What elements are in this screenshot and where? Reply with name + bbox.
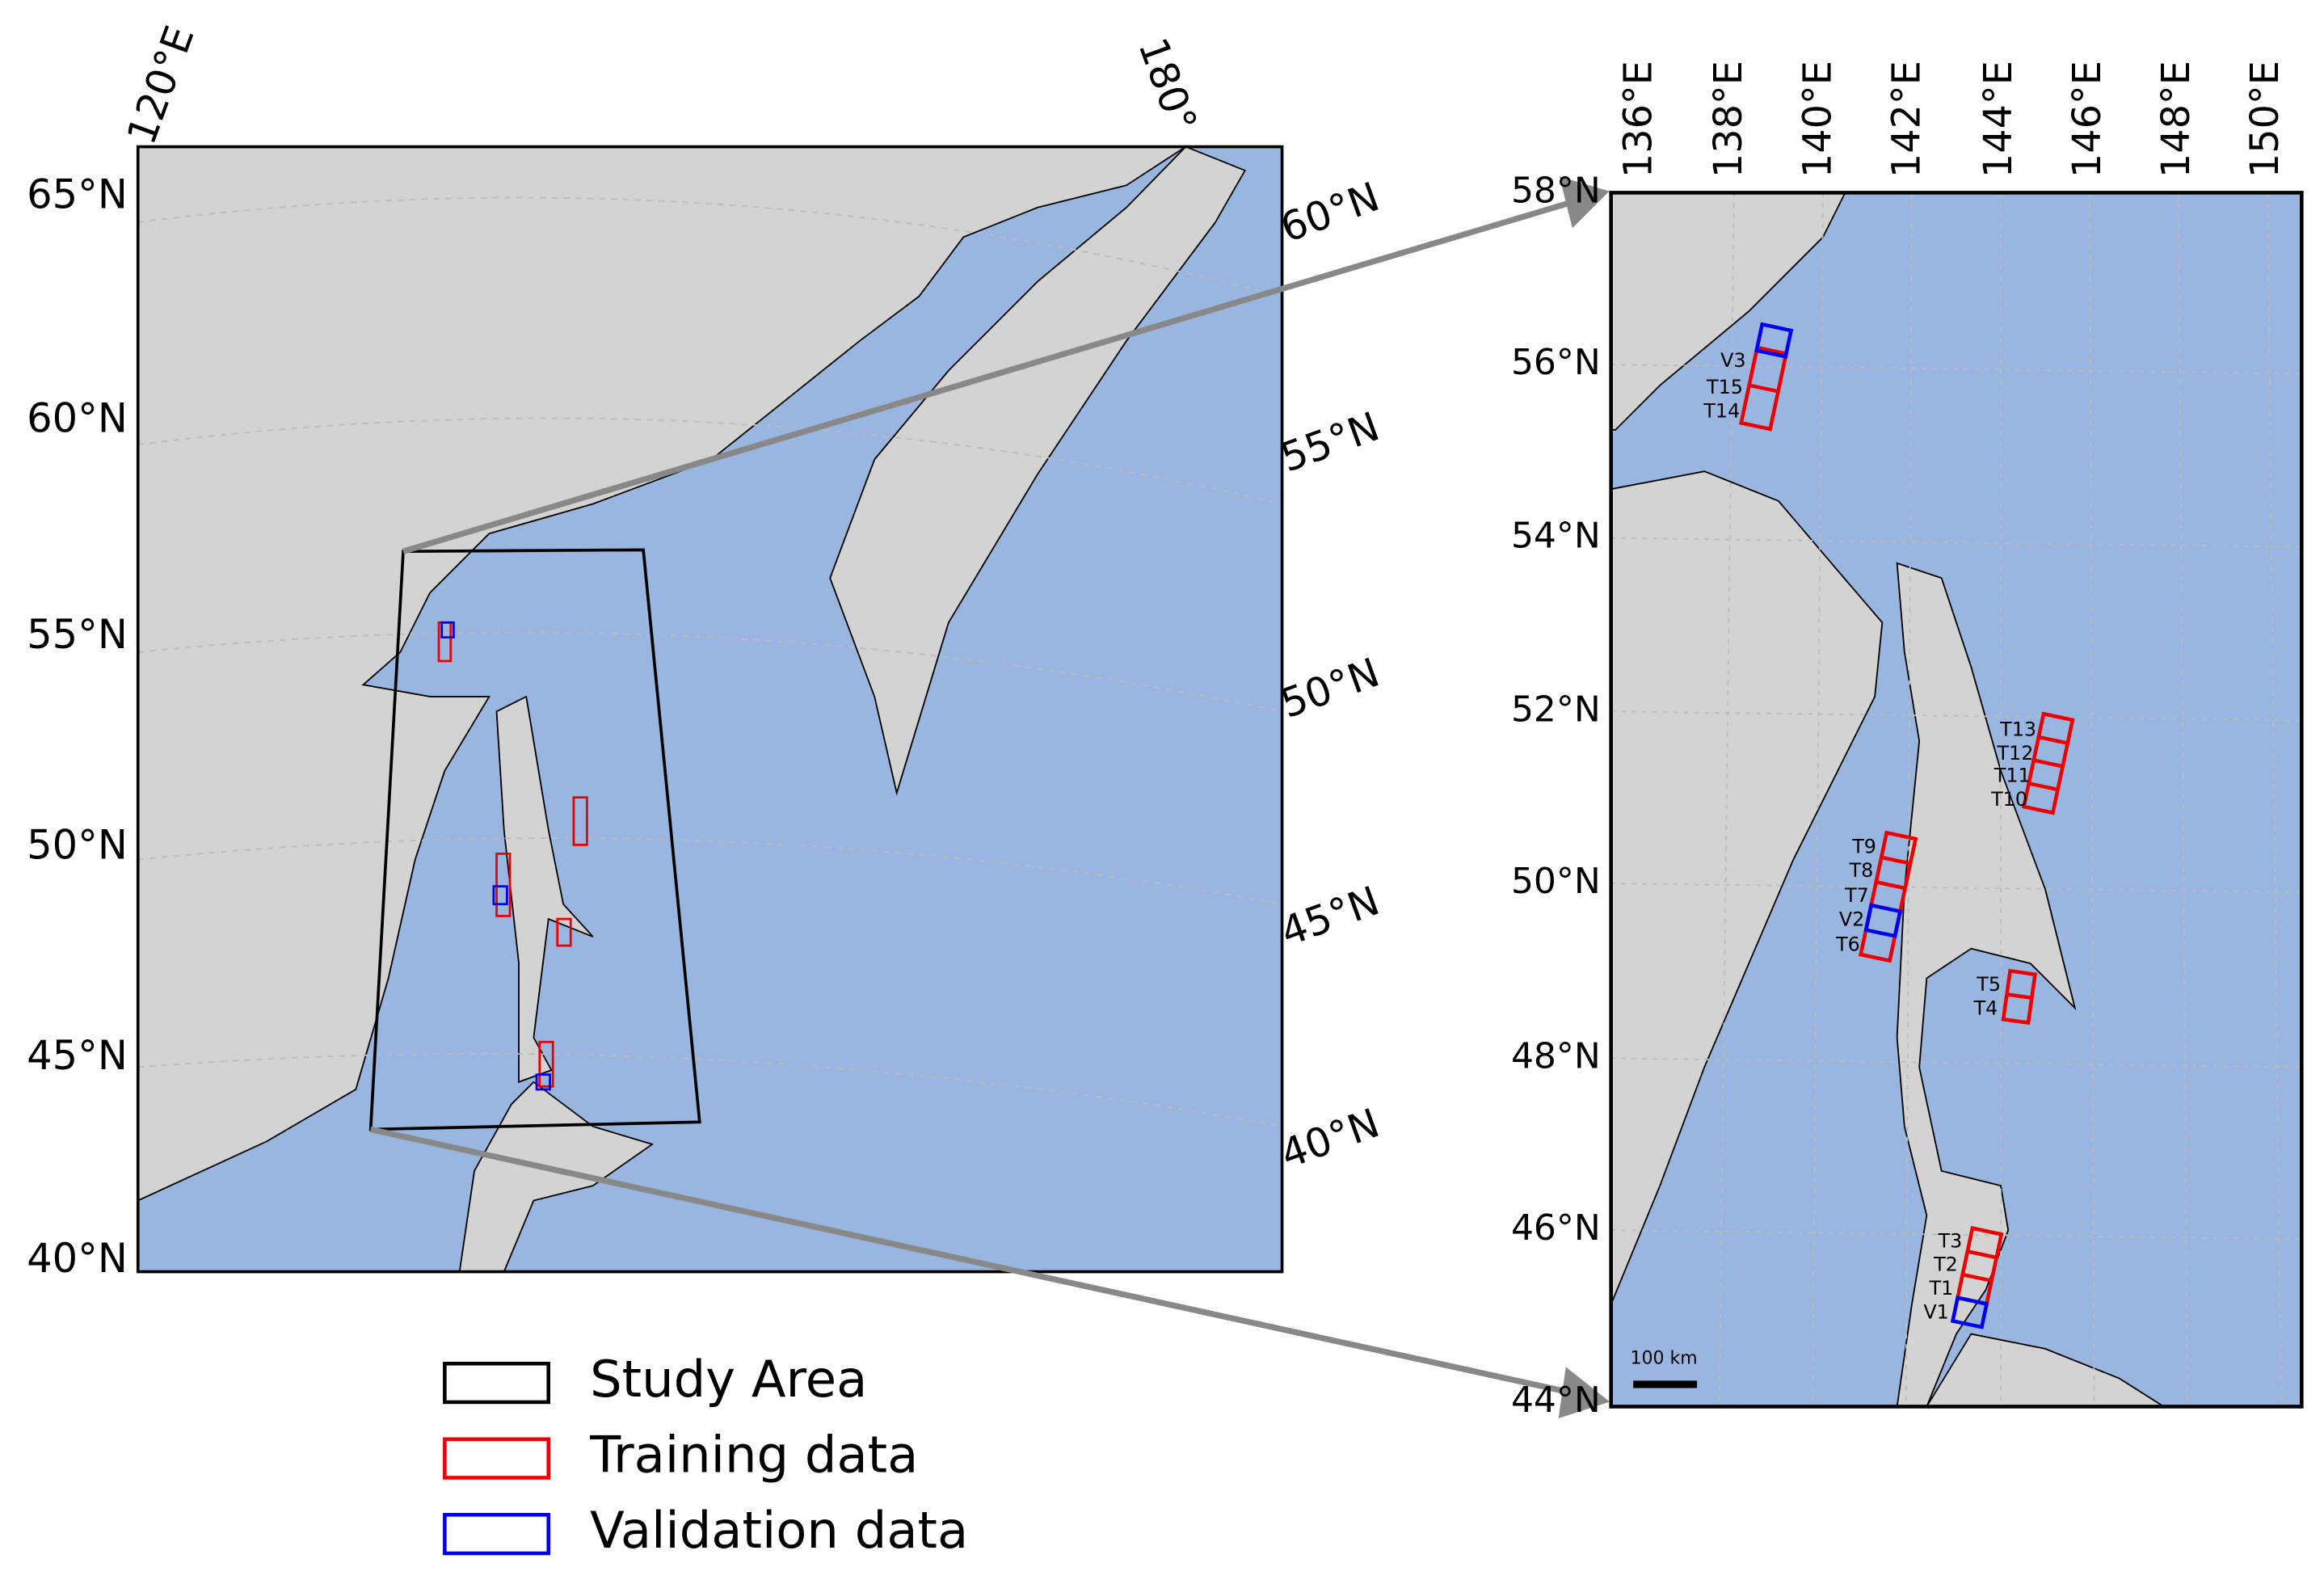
box-label: T1 bbox=[1929, 1277, 1954, 1300]
validation-box bbox=[535, 1073, 551, 1091]
lon-label: 146°E bbox=[2065, 61, 2110, 178]
validation-box bbox=[440, 621, 455, 638]
box-label: T7 bbox=[1844, 884, 1869, 907]
graticule bbox=[1610, 192, 2302, 1407]
mainland bbox=[1610, 470, 1884, 1305]
box-label: T2 bbox=[1933, 1253, 1958, 1276]
box-label: T9 bbox=[1851, 836, 1876, 858]
box-label: T14 bbox=[1703, 399, 1740, 422]
lat-label: 45°N bbox=[1274, 877, 1385, 955]
lon-label: 120°E bbox=[118, 20, 204, 150]
box-label: T8 bbox=[1849, 859, 1874, 882]
arrow bbox=[402, 198, 1575, 554]
lon-label: 144°E bbox=[1977, 61, 2021, 178]
box-label: T15 bbox=[1706, 376, 1743, 398]
lat-label: 46°N bbox=[1511, 1207, 1601, 1249]
training-box bbox=[538, 1040, 554, 1088]
validation-box bbox=[492, 885, 508, 906]
training-box bbox=[572, 796, 588, 846]
arrow bbox=[369, 1126, 1575, 1397]
lon-label: 148°E bbox=[2154, 61, 2199, 178]
study-area bbox=[368, 548, 701, 1131]
lat-label: 60°N bbox=[1274, 173, 1385, 251]
lat-label: 58°N bbox=[1511, 170, 1601, 211]
legend-label: Training data bbox=[589, 1426, 918, 1485]
detail-land bbox=[1610, 192, 2166, 1408]
box-label: T10 bbox=[1990, 788, 2027, 811]
validation-box bbox=[1950, 1296, 1989, 1329]
arrow-head bbox=[1559, 176, 1610, 229]
map-frame bbox=[1609, 191, 2304, 1409]
lon-label: 138°E bbox=[1707, 61, 1751, 178]
sakhalin bbox=[495, 695, 594, 1084]
zoom-arrows bbox=[369, 176, 1610, 1418]
validation-box bbox=[1863, 903, 1903, 938]
lat-label: 55°N bbox=[1274, 402, 1385, 481]
lon-label: 142°E bbox=[1884, 61, 1929, 178]
box-label: V3 bbox=[1720, 349, 1745, 372]
box-label: T13 bbox=[1999, 718, 2036, 741]
box-label: T5 bbox=[1976, 973, 2001, 996]
detail-boxes bbox=[1739, 322, 2075, 1329]
lon-label: 140°E bbox=[1796, 61, 1840, 178]
box-label: T4 bbox=[1973, 996, 1998, 1019]
validation-box bbox=[1754, 322, 1794, 359]
box-label: T6 bbox=[1835, 933, 1860, 956]
kamchatka bbox=[829, 145, 1247, 796]
training-box bbox=[1858, 830, 1918, 963]
sakhalin bbox=[1896, 562, 2077, 1408]
lat-label: 65°N bbox=[27, 171, 128, 217]
training-box bbox=[2001, 968, 2038, 1026]
lat-label: 56°N bbox=[1511, 342, 1601, 383]
lat-label: 54°N bbox=[1511, 516, 1601, 557]
lat-label: 55°N bbox=[27, 611, 128, 658]
training-box bbox=[556, 917, 572, 947]
lat-label: 50°N bbox=[27, 822, 128, 869]
box-label: T3 bbox=[1938, 1229, 1963, 1252]
legend-swatch bbox=[443, 1513, 551, 1556]
arrow-head bbox=[1558, 1367, 1610, 1418]
legend-label: Study Area bbox=[590, 1350, 867, 1409]
legend-swatch bbox=[443, 1361, 551, 1405]
lat-label: 44°N bbox=[1511, 1380, 1601, 1421]
lat-label: 40°N bbox=[27, 1235, 128, 1282]
box-label: T11 bbox=[1994, 764, 2031, 786]
box-label: V1 bbox=[1923, 1300, 1948, 1323]
lat-label: 40°N bbox=[1274, 1099, 1385, 1178]
lon-label: 136°E bbox=[1616, 61, 1661, 178]
scale-label: 100 km bbox=[1631, 1349, 1698, 1369]
overview-boxes bbox=[437, 621, 588, 1091]
legend-label: Validation data bbox=[590, 1501, 968, 1560]
lat-label: 48°N bbox=[1511, 1035, 1601, 1077]
box-label: V2 bbox=[1839, 908, 1864, 930]
lon-label: 180° bbox=[1129, 32, 1206, 138]
lat-label: 45°N bbox=[27, 1032, 128, 1079]
lat-label: 52°N bbox=[1511, 689, 1601, 730]
graticule bbox=[137, 196, 1282, 1127]
lat-label: 50°N bbox=[1274, 649, 1385, 727]
legend-swatch bbox=[443, 1437, 551, 1480]
training-box bbox=[495, 852, 512, 917]
map-frame bbox=[136, 145, 1284, 1274]
lat-label: 50°N bbox=[1511, 861, 1601, 902]
lon-label: 150°E bbox=[2243, 61, 2288, 178]
lat-label: 60°N bbox=[27, 394, 128, 441]
box-label: T12 bbox=[1996, 742, 2033, 765]
